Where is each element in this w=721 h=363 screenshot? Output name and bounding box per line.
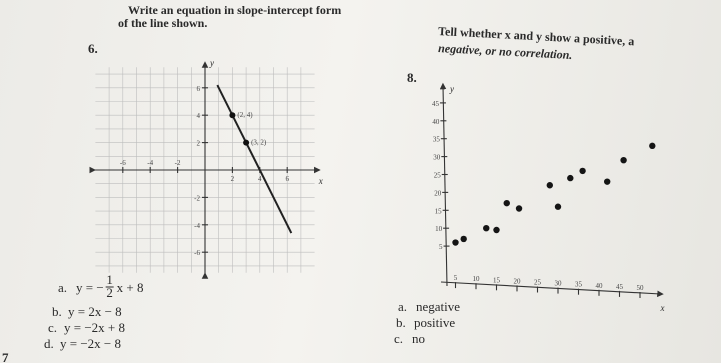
problem-number: 8. xyxy=(407,70,417,85)
tick-label: -6 xyxy=(194,249,200,257)
next-problem-number: 7 xyxy=(2,350,9,363)
option-text: positive xyxy=(414,315,455,330)
tick-label: 25 xyxy=(434,172,442,180)
problem-number: 6. xyxy=(88,41,98,56)
tick-label: 4 xyxy=(197,112,201,120)
tick-label: 4 xyxy=(258,175,262,183)
point-label: (2, 4) xyxy=(237,111,253,119)
tick-label: -2 xyxy=(175,159,181,167)
instruction-line-1: Write an equation in slope-intercept for… xyxy=(128,3,341,17)
tick-label: 15 xyxy=(493,276,501,284)
tick-label: 35 xyxy=(575,281,583,289)
scatter-point xyxy=(483,225,490,232)
tick-label: 5 xyxy=(439,243,443,251)
option-text: no xyxy=(412,331,425,346)
tick-label: 35 xyxy=(433,136,441,144)
tick-label: 10 xyxy=(435,225,443,233)
tick-label: 2 xyxy=(197,140,201,148)
problem-8: Tell whether x and y show a positive, a … xyxy=(407,24,665,313)
axis-label: y xyxy=(449,84,454,94)
tick-label: 2 xyxy=(231,175,235,183)
scatter-point xyxy=(515,205,523,212)
graphed-line xyxy=(216,84,293,234)
tick-label: 6 xyxy=(197,85,201,93)
tick-label: -2 xyxy=(194,194,200,202)
option-text: y = 2x − 8 xyxy=(68,304,122,319)
option-text: y = −2x − 8 xyxy=(60,336,121,351)
scatter-point xyxy=(649,142,656,150)
instruction-line-2: of the line shown. xyxy=(118,16,207,30)
tick-label: -6 xyxy=(120,159,126,167)
scatter-point xyxy=(567,174,574,182)
option-letter: c. xyxy=(394,331,403,346)
answer-choices: a. y = −12 x + 8 b. y = 2x − 8 c. y = −2x + 8 d… xyxy=(44,272,144,351)
tick-label: 10 xyxy=(473,275,481,283)
option-letter: b. xyxy=(52,304,62,319)
tick-label: 5 xyxy=(454,274,458,282)
tick-label: 45 xyxy=(432,100,440,108)
scatter-point xyxy=(460,235,467,243)
axis-label: x xyxy=(660,303,665,313)
scatter-point xyxy=(503,199,510,207)
instruction-line-2: negative, or no correlation. xyxy=(438,41,573,62)
tick-label: 40 xyxy=(596,282,604,290)
option-text: x + 8 xyxy=(117,280,144,295)
scatter-point xyxy=(452,239,459,246)
option-letter: c. xyxy=(48,320,57,335)
tick-label: 6 xyxy=(285,175,289,183)
y-axis xyxy=(439,82,448,287)
axis-label: y xyxy=(209,58,214,68)
x-axis xyxy=(440,281,664,298)
coordinate-grid: x y -6 -4 -2 2 4 6 6 4 2 -2 -4 -6 (2, 4) (3, 2) xyxy=(89,58,323,279)
option-text: negative xyxy=(416,299,460,314)
tick-label: 30 xyxy=(433,154,441,162)
scatter-point xyxy=(620,156,627,164)
problem-6: Write an equation in slope-intercept for… xyxy=(88,3,341,279)
answer-choices: a. negative b. positive c. no xyxy=(394,299,460,346)
scatter-point xyxy=(493,226,500,234)
tick-label: 30 xyxy=(555,280,563,288)
scatter-point xyxy=(554,203,562,210)
fraction-numerator: 1 xyxy=(106,272,113,287)
tick-label: 45 xyxy=(616,283,624,291)
point-label: (3, 2) xyxy=(251,139,267,147)
option-letter: b. xyxy=(396,315,406,330)
option-letter: a. xyxy=(58,280,67,295)
option-letter: a. xyxy=(398,299,407,314)
tick-label: 40 xyxy=(432,118,440,126)
scatter-point xyxy=(604,178,611,185)
tick-label: 20 xyxy=(434,189,442,197)
tick-label: 50 xyxy=(637,284,645,292)
fraction-denominator: 2 xyxy=(106,285,113,300)
scatter-plot: x y 5 10 15 20 25 30 35 40 45 50 5 10 15 20 25 30 35 40 45 xyxy=(432,82,665,313)
axis-label: x xyxy=(318,176,323,186)
point xyxy=(229,112,236,119)
scatter-point xyxy=(546,182,553,189)
tick-label: -4 xyxy=(194,222,200,230)
point xyxy=(243,139,250,146)
option-text: y = −2x + 8 xyxy=(64,320,125,335)
tick-label: 25 xyxy=(534,279,542,287)
option-text: y = − xyxy=(76,280,104,295)
tick-label: 15 xyxy=(435,207,443,215)
tick-label: 20 xyxy=(514,277,522,285)
option-letter: d. xyxy=(44,336,54,351)
tick-label: -4 xyxy=(147,159,153,167)
scatter-point xyxy=(579,167,586,175)
